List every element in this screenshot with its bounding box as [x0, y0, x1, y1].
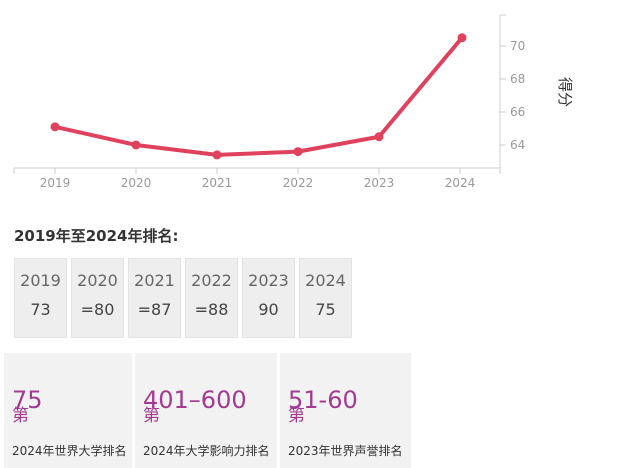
score-point[interactable]: [457, 33, 467, 43]
card-suffix: 第: [143, 406, 160, 426]
rank-box: 2022 =88: [185, 258, 238, 338]
rank-year: 2024: [305, 271, 346, 290]
card-suffix: 第: [12, 406, 29, 426]
x-tick-label: 2023: [364, 176, 395, 190]
ranking-boxes: 2019 73 2020 =80 2021 =87 2022 =88 2023 …: [14, 258, 352, 338]
x-tick-label: 2020: [121, 176, 152, 190]
card-value: 401–600: [143, 386, 247, 414]
rank-value: =80: [80, 300, 115, 319]
rank-box: 2024 75: [299, 258, 352, 338]
card-value: 51-60: [288, 386, 358, 414]
rank-year: 2020: [77, 271, 118, 290]
world-ranking-card[interactable]: 75 第 2024年世界大学排名: [4, 353, 132, 468]
x-tick-label: 2022: [283, 176, 314, 190]
reputation-ranking-card[interactable]: 51-60 第 2023年世界声誉排名: [280, 353, 411, 468]
score-point[interactable]: [131, 140, 141, 150]
y-tick-label: 70: [510, 39, 525, 53]
score-line-chart: 2019 2020 2021 2022 2023 2024 64 66 68 70 得分: [13, 14, 574, 190]
rank-box: 2021 =87: [128, 258, 181, 338]
rank-year: 2023: [248, 271, 289, 290]
card-label: 2024年世界大学排名: [12, 444, 127, 458]
rank-value: 75: [315, 300, 336, 319]
rank-value: =87: [137, 300, 172, 319]
rank-box: 2019 73: [14, 258, 67, 338]
card-label: 2023年世界声誉排名: [288, 444, 403, 458]
y-tick-label: 68: [510, 72, 525, 86]
rank-value: 90: [258, 300, 279, 319]
score-point[interactable]: [374, 132, 384, 142]
y-tick-label: 66: [510, 105, 525, 119]
rank-year: 2021: [134, 271, 175, 290]
rank-value: 73: [30, 300, 51, 319]
score-point[interactable]: [293, 147, 303, 157]
y-tick-label: 64: [510, 138, 525, 152]
card-suffix: 第: [288, 406, 305, 426]
score-point[interactable]: [212, 150, 222, 160]
rank-box: 2023 90: [242, 258, 295, 338]
card-label: 2024年大学影响力排名: [143, 444, 270, 458]
ranking-section-title: 2019年至2024年排名:: [14, 227, 179, 245]
score-series-line: [53, 35, 464, 157]
rank-year: 2022: [191, 271, 232, 290]
x-tick-label: 2019: [40, 176, 71, 190]
ranking-cards: 75 第 2024年世界大学排名 401–600 第 2024年大学影响力排名 …: [4, 353, 411, 468]
score-point[interactable]: [50, 122, 60, 132]
rank-box: 2020 =80: [71, 258, 124, 338]
rank-year: 2019: [20, 271, 61, 290]
x-tick-label: 2024: [445, 176, 476, 190]
impact-ranking-card[interactable]: 401–600 第 2024年大学影响力排名: [135, 353, 277, 468]
rank-value: =88: [194, 300, 229, 319]
card-value: 75: [12, 386, 43, 414]
x-tick-label: 2021: [202, 176, 233, 190]
y-axis-label: 得分: [556, 77, 574, 107]
